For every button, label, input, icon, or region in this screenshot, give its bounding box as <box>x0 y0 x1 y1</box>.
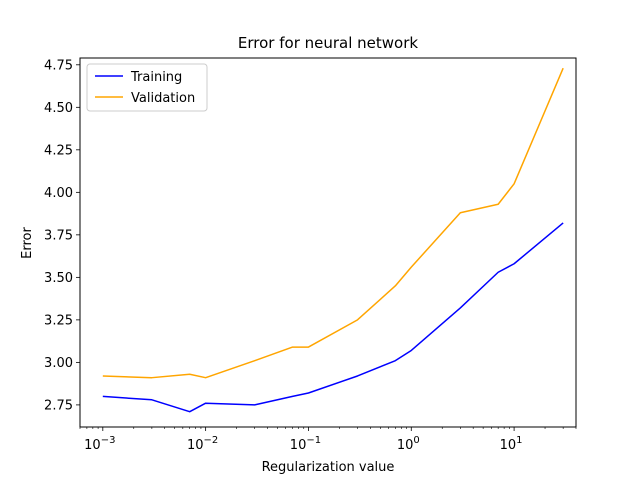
y-tick-label: 4.50 <box>44 101 73 116</box>
plot-frame <box>79 57 577 428</box>
y-tick-label: 3.00 <box>44 356 73 371</box>
y-tick-label: 3.75 <box>44 228 73 243</box>
chart-title: Error for neural network <box>238 34 418 52</box>
legend-label-validation: Validation <box>131 91 195 106</box>
y-axis: 2.75 3.00 3.25 3.50 3.75 4.00 4.25 4.50 4.75 <box>44 58 80 413</box>
y-axis-label: Error <box>20 227 35 259</box>
y-tick-label: 2.75 <box>44 398 73 413</box>
x-axis-label: Regularization value <box>262 460 395 475</box>
series-line-training <box>102 222 564 413</box>
legend-label-training: Training <box>130 70 182 85</box>
y-tick-label: 3.25 <box>44 313 73 328</box>
y-tick-label: 4.00 <box>44 186 73 201</box>
y-tick-label: 4.75 <box>44 58 73 73</box>
legend: Training Validation <box>86 63 208 112</box>
y-tick-label: 3.50 <box>44 271 73 286</box>
y-tick-label: 4.25 <box>44 143 73 158</box>
series-line-validation <box>102 67 564 379</box>
plot-lines <box>102 67 564 413</box>
